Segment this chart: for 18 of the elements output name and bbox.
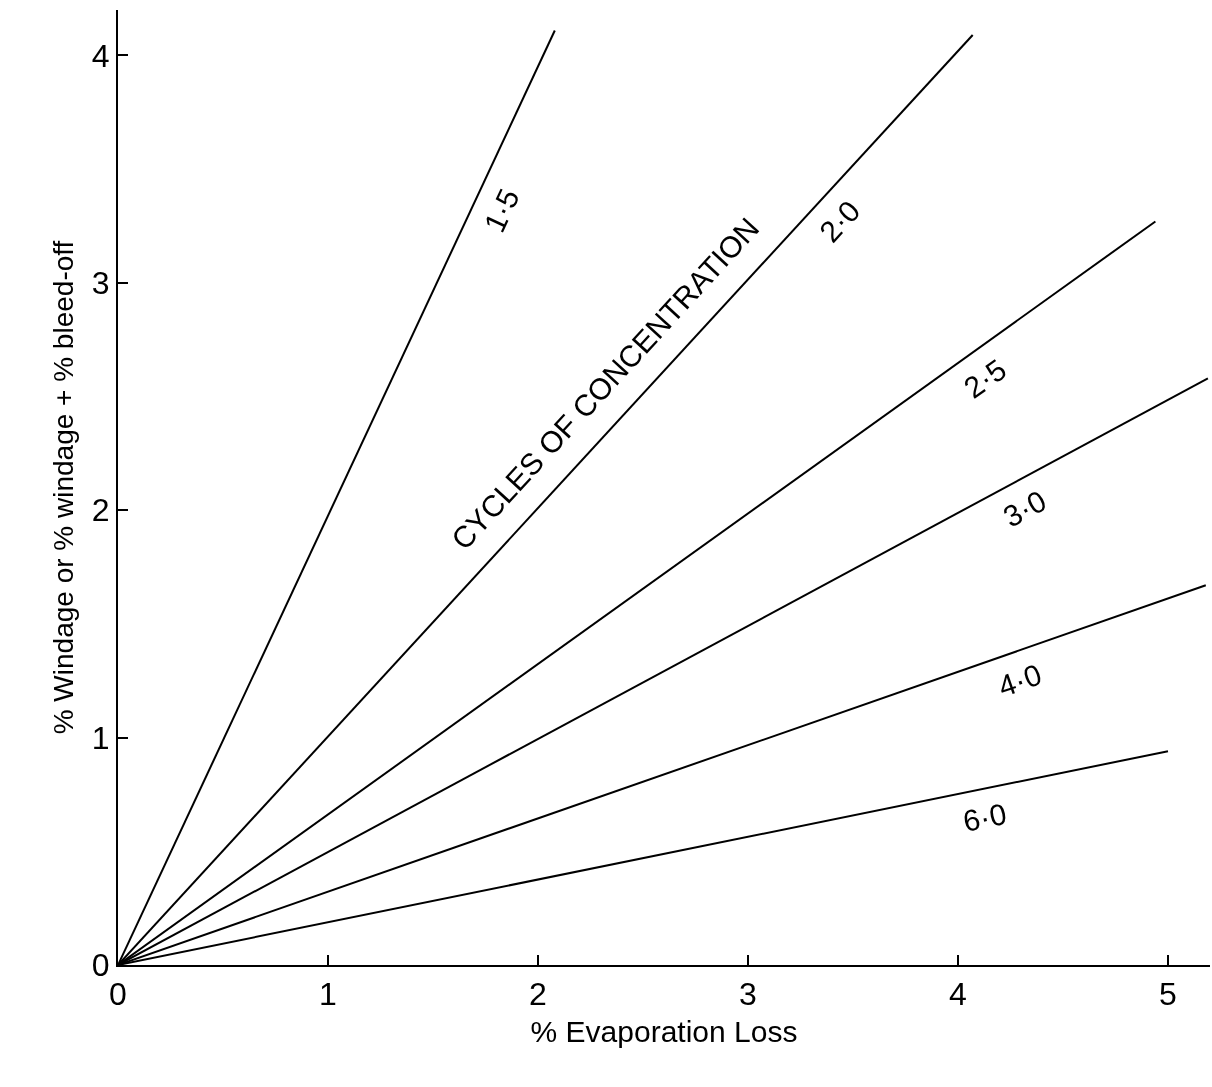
text: 6·0 (960, 796, 1010, 838)
x-tick-label: 2 (529, 976, 547, 1013)
y-tick-label: 1 (91, 719, 110, 756)
x-tick-label: 1 (319, 976, 337, 1013)
y-axis-title: % Windage or % windage + % bleed-off (48, 240, 79, 735)
x-tick-label: 3 (739, 976, 757, 1013)
text: 3·0 (997, 483, 1052, 534)
x-tick-label: 5 (1159, 976, 1177, 1013)
text: 2·5 (957, 352, 1013, 405)
x-axis-title: % Evaporation Loss (530, 1015, 798, 1049)
text: 1·5 (477, 183, 526, 238)
y-tick-label: 4 (91, 37, 110, 74)
y-tick-label: 2 (91, 492, 110, 529)
y-tick-label: 3 (91, 265, 110, 302)
y-tick-label: 0 (91, 947, 110, 984)
text: 4·0 (993, 657, 1046, 704)
x-tick-label: 4 (949, 976, 967, 1013)
text: 2·0 (812, 194, 867, 249)
